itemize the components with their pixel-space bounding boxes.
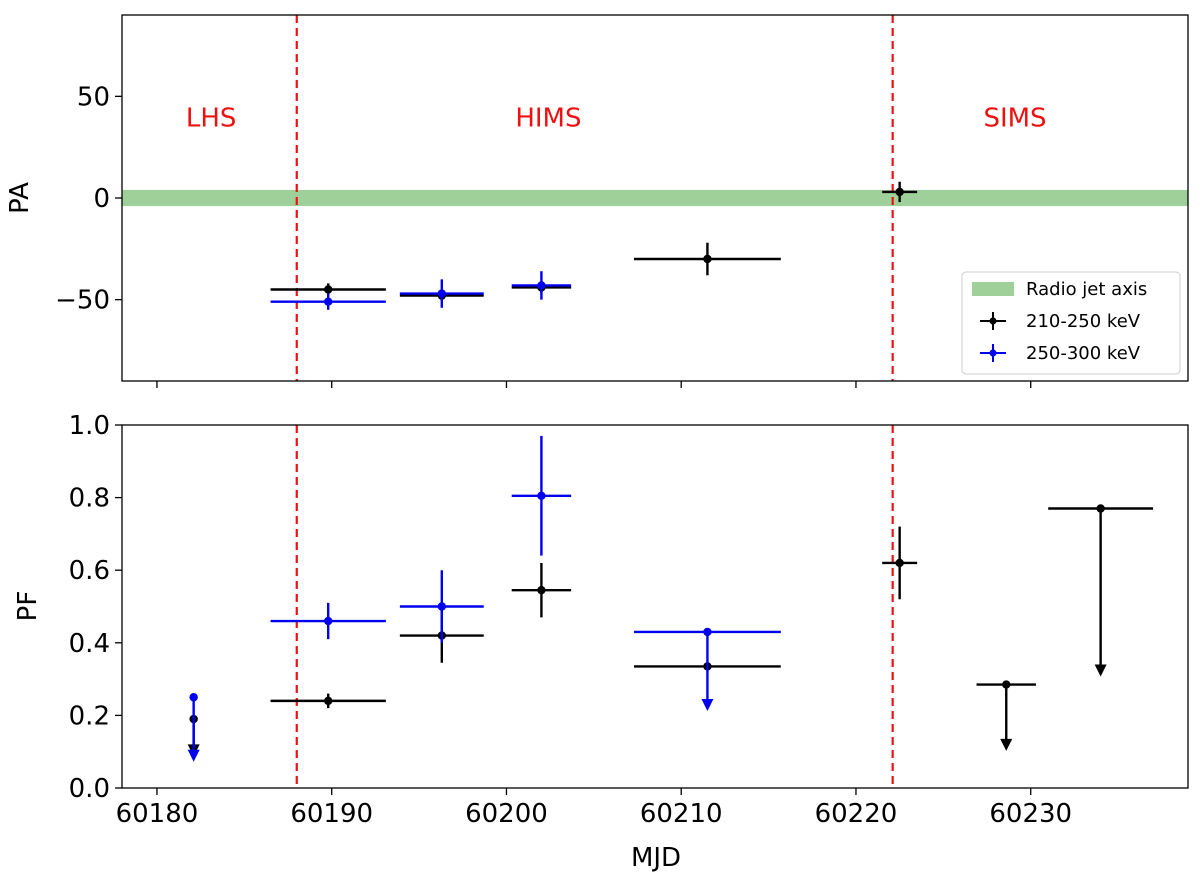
pf-ytick-label-3: 0.6 [69,556,110,586]
pf-point-210-250-kev-7 [1048,504,1154,677]
pf-point-210-250-kev-5 [882,526,918,600]
pf-point-250-300-kev-0 [187,693,200,762]
x-tick-label-0: 60180 [116,799,199,829]
pf-point-210-250-kev-3 [511,562,572,618]
pf-point-250-300-kev-1 [270,602,386,640]
pf-point-210-250-kev-1 [270,693,386,709]
pf-ytick-label-5: 1.0 [69,411,110,441]
pa-point-250-300-kev-1 [399,279,484,308]
pf-limit-arrow-250-300-kev-0 [187,749,200,762]
x-tick-label-4: 60220 [815,799,898,829]
legend: Radio jet axis 210-250 keV 250-300 keV [961,271,1181,375]
x-axis-label: MJD [631,843,681,873]
state-label-hims: HIMS [515,104,581,134]
legend-swatch-210-250 [980,312,1006,330]
pf-ytick-label-0: 0.0 [69,774,110,804]
pa-marker-210-250-kev-3 [703,254,712,264]
pf-marker-250-300-kev-4 [703,627,712,637]
legend-label-250-300: 250-300 keV [1026,343,1141,364]
pf-limit-arrow-210-250-kev-6 [1000,738,1013,751]
pa-marker-250-300-kev-2 [537,281,546,290]
legend-band-swatch [972,282,1014,296]
pf-point-250-300-kev-2 [399,570,484,643]
pa-point-250-300-kev-2 [511,271,572,300]
pa-point-250-300-kev-0 [270,293,386,310]
pf-marker-210-250-kev-5 [895,558,904,568]
pa-marker-210-250-kev-0 [324,285,333,294]
pa-marker-210-250-kev-4 [895,187,904,197]
legend-swatch-250-300 [980,344,1006,362]
radio-jet-axis-band [122,189,1188,207]
pa-ytick-label-2: 50 [77,82,110,112]
pf-limit-arrow-250-300-kev-4 [701,698,714,711]
pf-marker-250-300-kev-3 [537,491,546,500]
pa-marker-250-300-kev-0 [324,297,333,306]
pa-ytick-label-1: 0 [93,184,110,214]
pf-marker-250-300-kev-1 [324,616,333,626]
pf-plot-area [122,425,1188,788]
pf-ytick-label-2: 0.4 [69,629,110,659]
pf-marker-210-250-kev-6 [1002,680,1011,689]
state-label-lhs: LHS [186,104,237,134]
pa-point-210-250-kev-4 [882,181,918,203]
pf-ytick-label-1: 0.2 [69,701,110,731]
pf-marker-210-250-kev-7 [1096,504,1105,513]
pa-ytick-label-0: −50 [55,286,110,316]
pf-panel: 0.0 0.2 0.4 0.6 0.8 1.0 60180 60190 60200 60210 6… [13,411,1189,873]
state-label-sims: SIMS [983,104,1046,134]
pf-marker-250-300-kev-0 [189,693,198,702]
x-tick-label-2: 60200 [465,799,548,829]
pa-y-axis-label: PA [5,182,35,214]
pf-y-axis-label: PF [13,591,43,622]
legend-label-radio-jet: Radio jet axis [1026,279,1147,300]
pf-marker-210-250-kev-3 [537,585,546,595]
pa-panel: LHS HIMS SIMS −50 0 50 PA Radio jet axis 210… [5,14,1189,388]
pf-marker-250-300-kev-2 [437,602,446,611]
pf-limit-arrow-210-250-kev-7 [1094,664,1107,677]
pf-point-250-300-kev-4 [634,627,781,711]
pf-marker-210-250-kev-1 [324,696,333,706]
x-tick-label-1: 60190 [290,799,373,829]
pa-point-210-250-kev-3 [634,242,781,276]
legend-box [961,271,1181,375]
pf-point-210-250-kev-6 [976,680,1036,751]
pf-ytick-label-4: 0.8 [69,484,110,514]
pf-axes-frame [121,424,1189,789]
pf-point-250-300-kev-3 [511,435,572,556]
legend-label-210-250: 210-250 keV [1026,311,1141,332]
x-tick-label-5: 60230 [989,799,1072,829]
x-tick-label-3: 60210 [640,799,723,829]
pa-marker-250-300-kev-1 [437,289,446,298]
